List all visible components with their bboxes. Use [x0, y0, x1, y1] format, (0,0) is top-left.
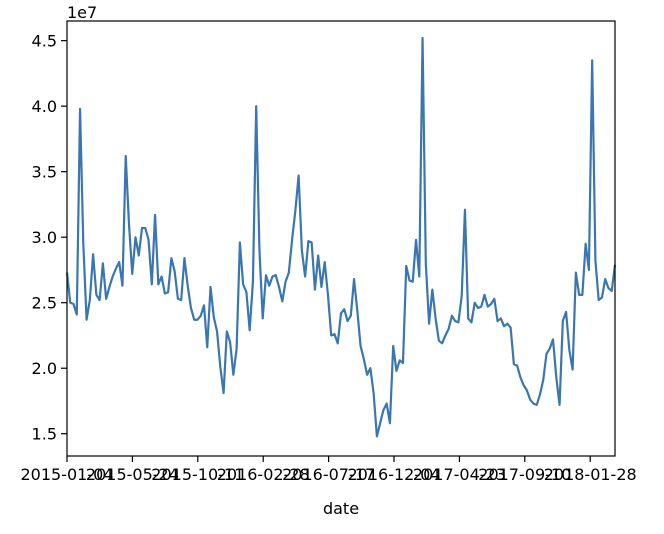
y-tick-label: 4.0 — [32, 97, 57, 116]
x-axis: 2015-01-042015-05-242015-10-112016-02-28… — [21, 456, 637, 484]
axes-frame — [66, 20, 616, 457]
y-offset-label: 1e7 — [67, 3, 97, 22]
y-axis: 1.5 2.0 2.5 3.0 3.5 4.0 4.5 — [32, 32, 67, 444]
x-tick-label: 2016-02-28 — [217, 465, 310, 484]
x-tick-label: 2015-05-24 — [86, 465, 179, 484]
y-tick-label: 3.5 — [32, 163, 57, 182]
y-tick-label: 4.5 — [32, 32, 57, 51]
x-tick-label: 2016-07-17 — [282, 465, 375, 484]
x-axis-label: date — [323, 499, 359, 518]
x-tick-label: 2016-12-04 — [348, 465, 441, 484]
y-tick-label: 3.0 — [32, 228, 57, 247]
plot-frame — [66, 20, 616, 457]
y-tick-label: 1.5 — [32, 425, 57, 444]
x-tick-label: 2017-09-10 — [478, 465, 571, 484]
x-tick-label: 2017-04-23 — [413, 465, 506, 484]
x-tick-label: 2018-01-28 — [544, 465, 637, 484]
x-tick-label: 2015-10-11 — [151, 465, 244, 484]
y-tick-label: 2.0 — [32, 359, 57, 378]
series-line-0 — [65, 36, 617, 438]
y-tick-label: 2.5 — [32, 294, 57, 313]
x-tick-label: 2015-01-04 — [21, 465, 114, 484]
series-layer — [65, 36, 617, 438]
